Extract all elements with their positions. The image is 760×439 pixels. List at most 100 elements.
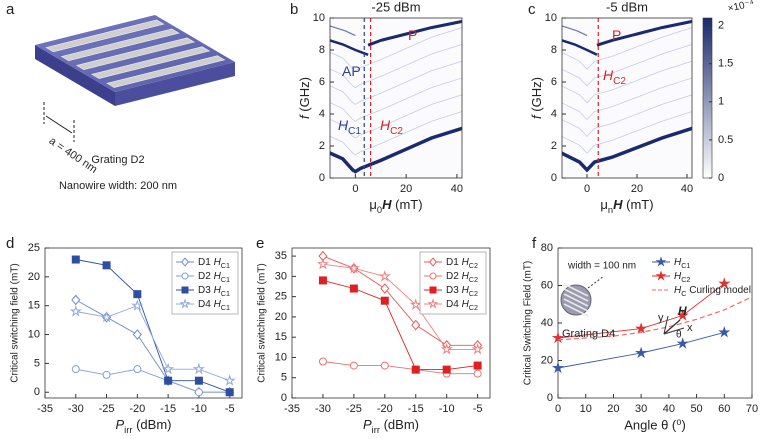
marker xyxy=(380,296,389,305)
slab-side xyxy=(35,45,115,106)
inset-wire xyxy=(563,288,589,302)
faint-mode xyxy=(562,43,692,87)
nanowire xyxy=(45,19,165,53)
y-tick-label: 0 xyxy=(547,392,553,404)
label-part: C2 xyxy=(390,126,403,137)
nanowire xyxy=(60,28,180,62)
x-axis-label: Angle θ (⁰) xyxy=(624,417,686,432)
inset-axis xyxy=(663,315,669,335)
mode-band xyxy=(330,39,369,56)
y-axis-label: Critical switching field (mT) xyxy=(10,263,21,382)
mode-band xyxy=(330,126,462,174)
label-part: P xyxy=(408,27,417,43)
panel-label: b xyxy=(290,1,298,18)
colorbar-tick-label: 1 xyxy=(718,96,724,108)
inset-field xyxy=(663,319,681,335)
label-part: H xyxy=(462,257,470,268)
label-part: H xyxy=(462,285,470,296)
label-part: (mT) xyxy=(392,197,423,212)
legend-label: D1 HC2 xyxy=(446,257,478,271)
marker xyxy=(347,261,360,274)
annotation: P xyxy=(612,27,621,43)
marker xyxy=(718,277,731,289)
label-part: P xyxy=(612,27,621,43)
plot-frame xyxy=(44,247,243,399)
legend-label: D2 HC1 xyxy=(198,271,230,285)
y-tick-label: 5 xyxy=(34,357,40,369)
marker xyxy=(181,272,189,280)
x-axis-label: μ0H (mT) xyxy=(369,197,422,215)
y-axis-label: Critical switching field (mT) xyxy=(257,263,268,382)
label-part: (dBm) xyxy=(380,417,419,432)
label-part: H xyxy=(603,67,614,83)
inset-wire xyxy=(563,298,589,312)
x-tick-label: 40 xyxy=(681,183,693,195)
nanowires xyxy=(45,19,226,88)
plot-frame xyxy=(561,17,693,179)
x-axis-label: Pirr (dBm) xyxy=(116,417,172,435)
y-axis-label: Critical Switching Field (mT) xyxy=(523,261,534,385)
x-tick-label: 10 xyxy=(580,403,592,415)
marker xyxy=(427,298,439,309)
marker xyxy=(71,255,80,264)
x-tick-label: 20 xyxy=(607,403,619,415)
marker xyxy=(411,319,421,331)
inset-caption: Grating D4 xyxy=(562,328,615,340)
label-part: C2 xyxy=(469,303,478,312)
label-part: μ xyxy=(369,197,377,212)
marker xyxy=(380,283,390,294)
x-tick-label: 0 xyxy=(584,183,590,195)
y-tick-label: 4 xyxy=(319,108,325,120)
x-tick-label: -20 xyxy=(129,403,145,415)
legend-label: D3 HC2 xyxy=(446,285,478,299)
series-line xyxy=(322,361,478,375)
marker xyxy=(471,342,484,355)
label-part: C1 xyxy=(221,303,230,312)
colorbar xyxy=(702,17,713,179)
marker xyxy=(223,374,236,386)
y-tick-label: 4 xyxy=(551,108,557,120)
series-line xyxy=(557,331,725,369)
label-part: P xyxy=(116,417,125,432)
plot-frame xyxy=(291,247,491,399)
inset-axis-x: x xyxy=(687,322,693,334)
label-part: D3 xyxy=(198,285,214,296)
x-tick-label: -20 xyxy=(377,403,393,415)
label-part: (dBm) xyxy=(132,417,171,432)
legend-label: D3 HC1 xyxy=(198,285,230,299)
marker xyxy=(133,365,142,374)
label-part: D2 xyxy=(446,271,462,282)
label-part: H xyxy=(338,117,349,133)
slab-side xyxy=(115,62,235,106)
x-tick-label: 40 xyxy=(663,403,675,415)
label-part: (GHz) xyxy=(529,77,544,115)
label-part: irr xyxy=(124,425,132,435)
colorbar-tick-label: 0.5 xyxy=(718,134,733,146)
inset-wire xyxy=(563,293,589,307)
y-tick-label: 0 xyxy=(319,172,325,184)
marker xyxy=(181,286,189,294)
mode-band xyxy=(367,19,462,47)
y-tick-label: 10 xyxy=(313,12,325,24)
legend-label: HC1 xyxy=(674,257,690,271)
label-part: D4 xyxy=(198,299,214,310)
marker xyxy=(225,388,234,397)
plot-bg xyxy=(562,18,692,178)
label-part: C1 xyxy=(348,126,361,137)
colorbar-label: ×10⁻⁴ xyxy=(727,0,755,15)
x-tick-label: -5 xyxy=(225,403,235,415)
label-part: H xyxy=(462,299,470,310)
colorbar-tick-label: 2 xyxy=(718,20,724,32)
label-part: C1 xyxy=(221,261,230,270)
x-tick-label: -35 xyxy=(284,403,300,415)
label-part: H xyxy=(214,257,222,268)
y-tick-label: 8 xyxy=(319,44,325,56)
chart-title: -25 dBm xyxy=(371,0,420,14)
series-line xyxy=(322,263,478,350)
label-part: H xyxy=(674,257,682,268)
nanowire xyxy=(75,37,195,70)
x-tick-label: 60 xyxy=(718,403,730,415)
label-part: n xyxy=(608,205,613,215)
mode-band xyxy=(330,25,356,37)
marker xyxy=(318,276,327,285)
